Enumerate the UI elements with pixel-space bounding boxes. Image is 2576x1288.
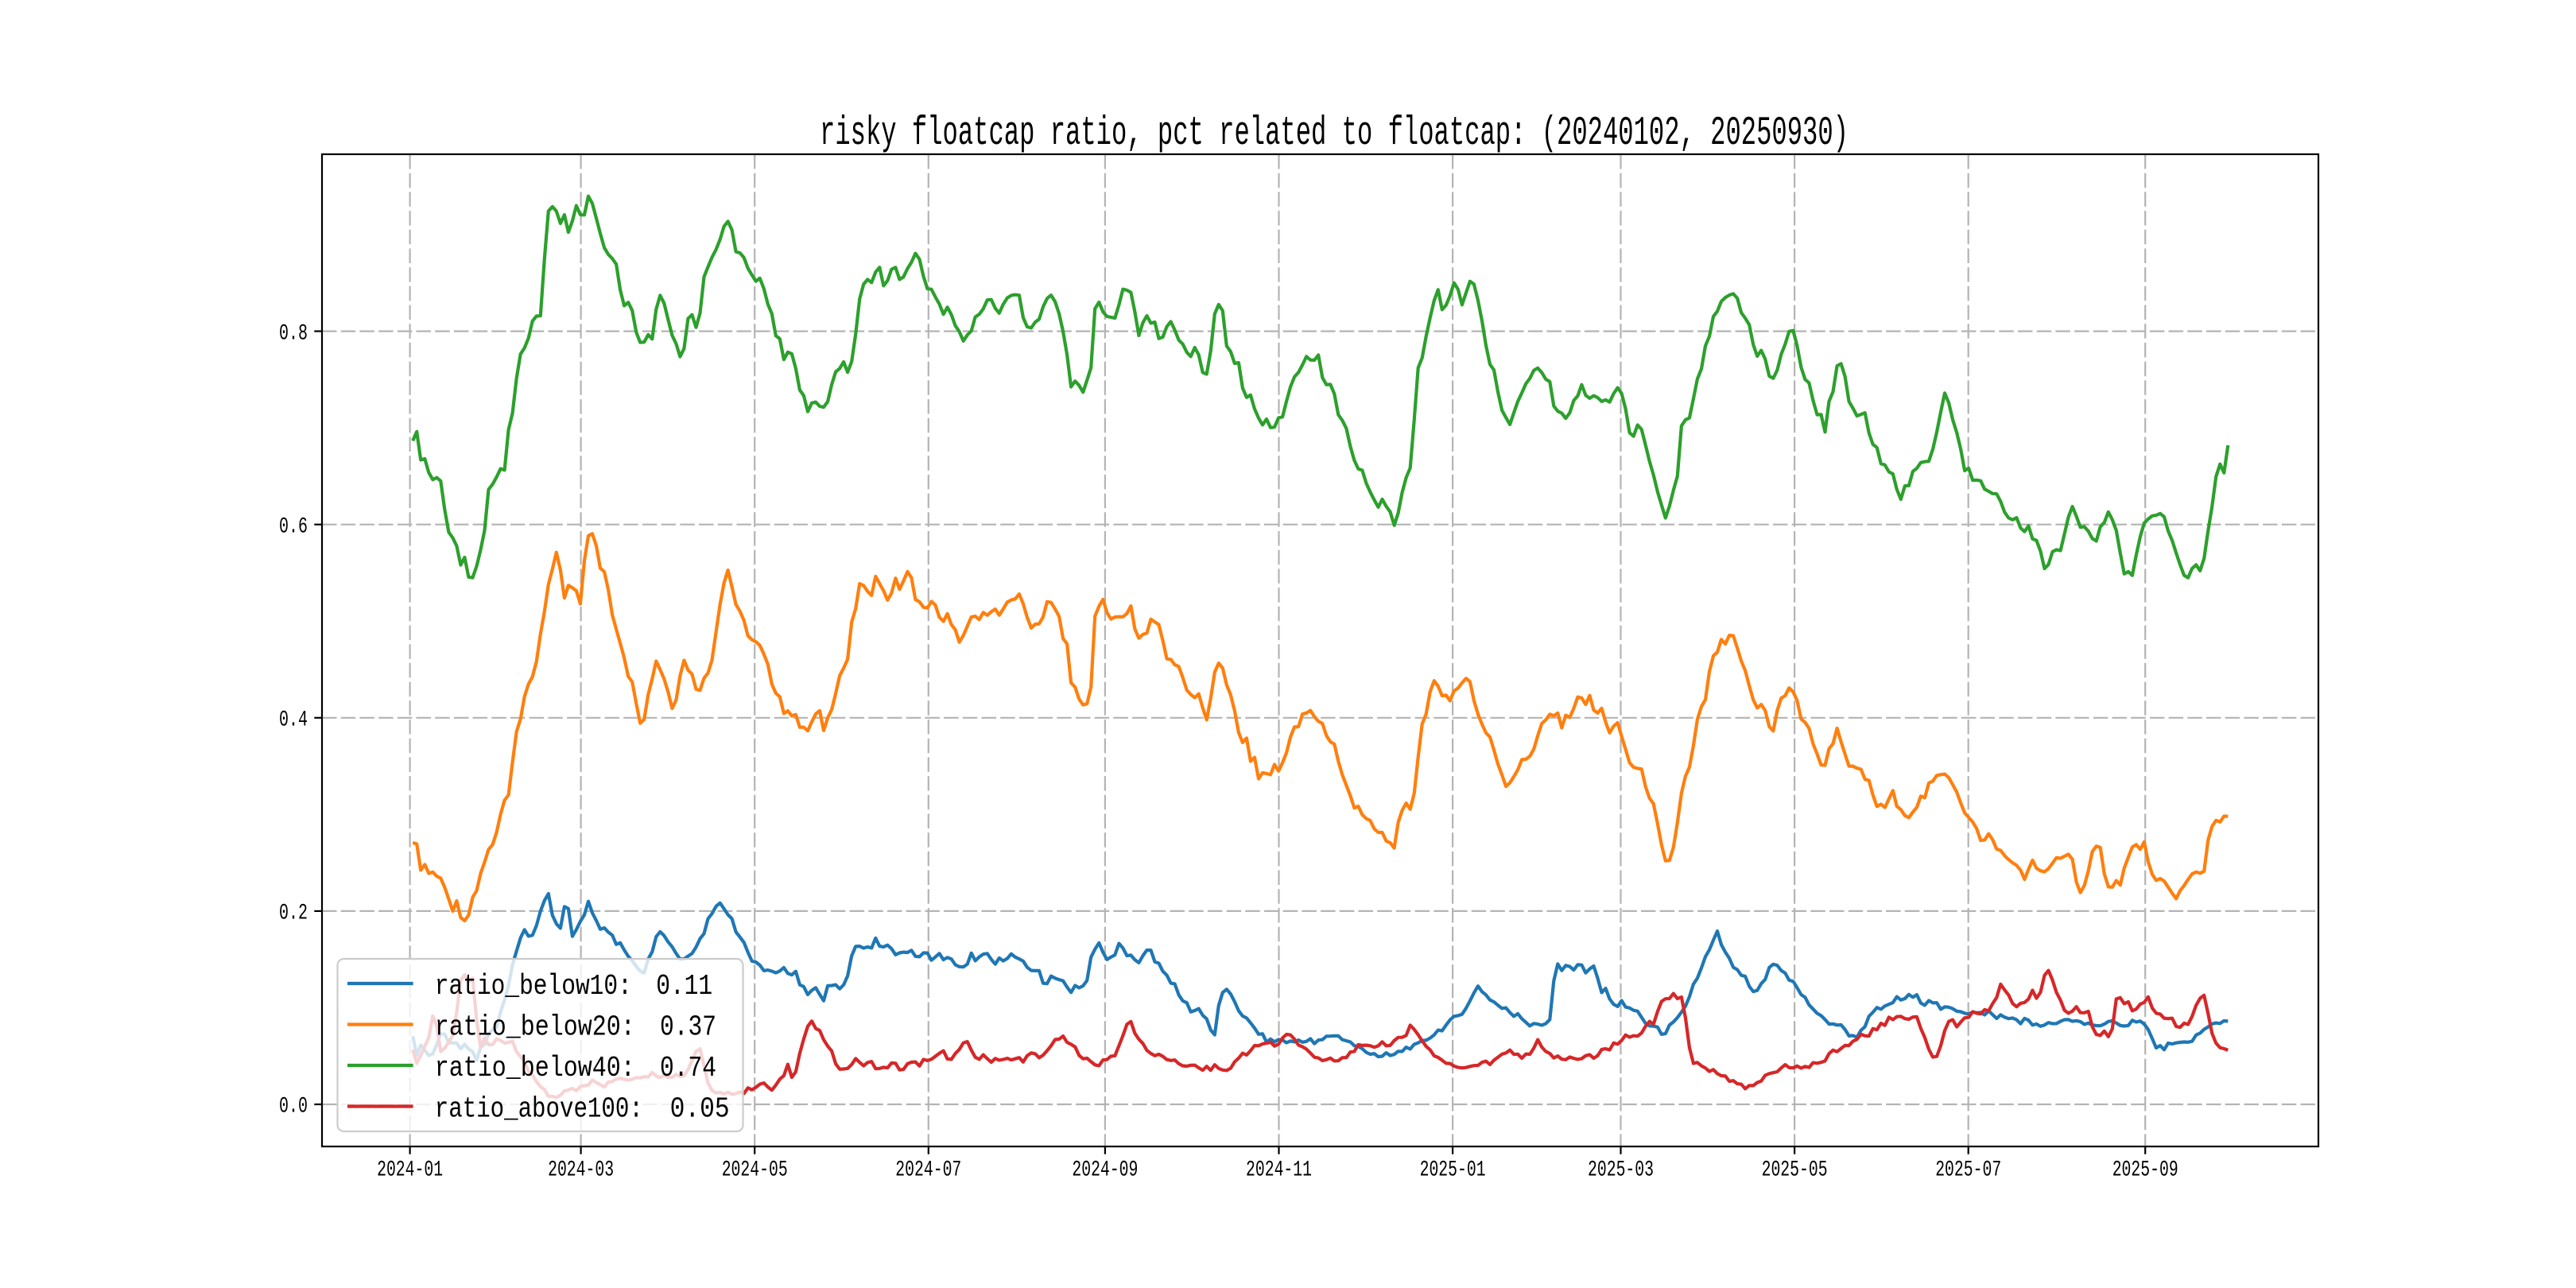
- svg-text:0.8: 0.8: [279, 321, 308, 346]
- svg-text:ratio_below40:: ratio_below40:: [435, 1052, 635, 1084]
- svg-text:2024-09: 2024-09: [1072, 1158, 1138, 1182]
- svg-text:2025-09: 2025-09: [2112, 1158, 2178, 1182]
- svg-text:ratio_below10:: ratio_below10:: [435, 970, 632, 1003]
- svg-text:2025-03: 2025-03: [1588, 1158, 1654, 1182]
- svg-text:0.2: 0.2: [279, 902, 308, 926]
- svg-text:2025-05: 2025-05: [1762, 1158, 1828, 1182]
- svg-text:2024-03: 2024-03: [548, 1158, 614, 1182]
- svg-text:0.05: 0.05: [670, 1092, 730, 1125]
- svg-text:0.0: 0.0: [279, 1095, 308, 1119]
- svg-text:2024-11: 2024-11: [1246, 1158, 1312, 1182]
- svg-text:0.74: 0.74: [660, 1052, 716, 1084]
- svg-text:2025-01: 2025-01: [1420, 1158, 1486, 1182]
- svg-text:2024-01: 2024-01: [377, 1158, 443, 1182]
- svg-text:ratio_below20:: ratio_below20:: [435, 1011, 635, 1043]
- svg-text:2025-07: 2025-07: [1935, 1158, 2001, 1182]
- svg-text:0.4: 0.4: [279, 708, 308, 733]
- svg-text:0.6: 0.6: [279, 514, 308, 539]
- svg-text:2024-05: 2024-05: [722, 1158, 788, 1182]
- svg-text:ratio_above100:: ratio_above100:: [435, 1092, 643, 1125]
- svg-text:0.11: 0.11: [656, 970, 712, 1003]
- svg-text:0.37: 0.37: [660, 1011, 716, 1043]
- svg-text:2024-07: 2024-07: [895, 1158, 961, 1182]
- svg-text:risky floatcap ratio, pct rela: risky floatcap ratio, pct related to flo…: [820, 111, 1849, 157]
